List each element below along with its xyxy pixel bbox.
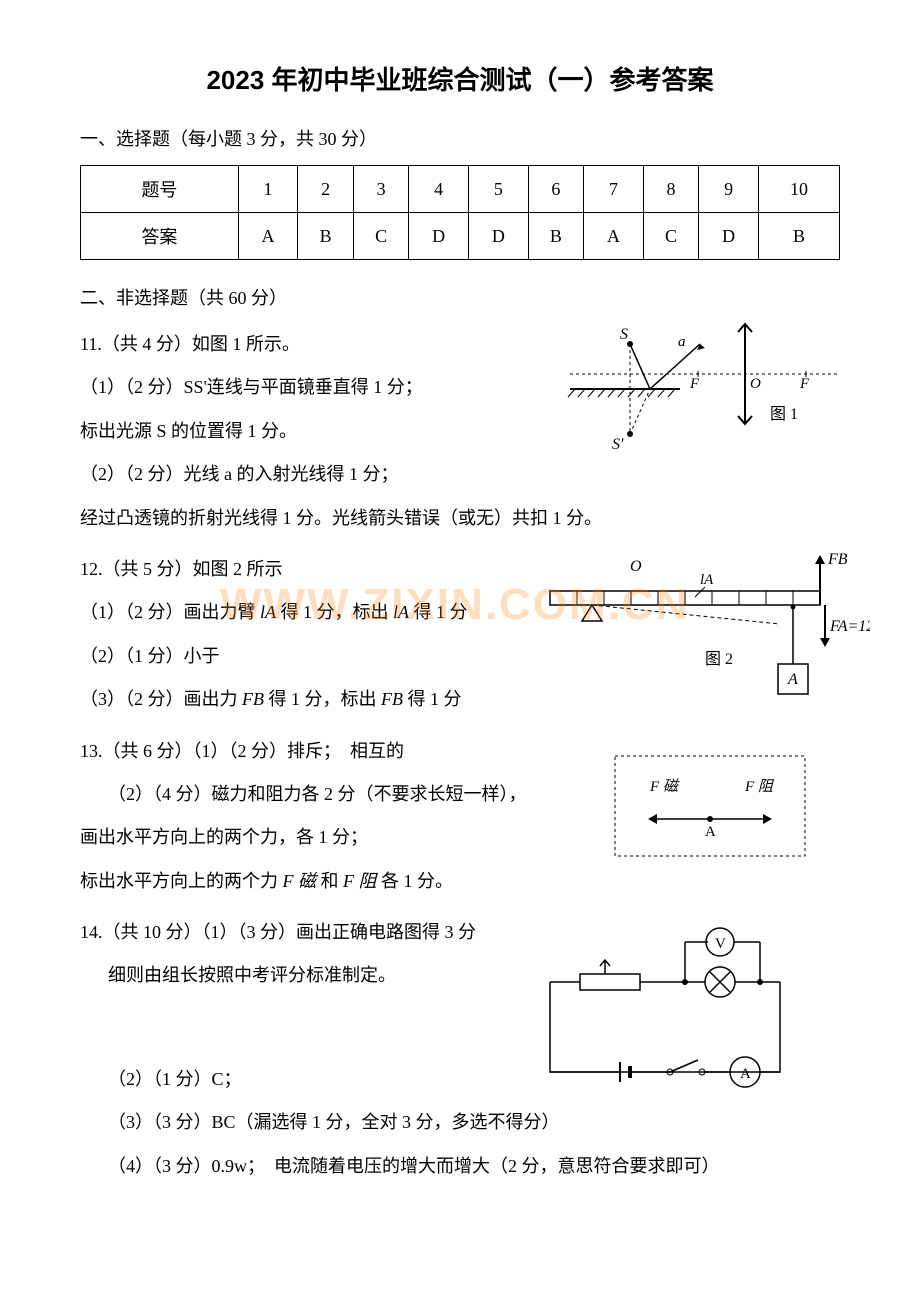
- q13-p1: （2）（4 分）磁力和阻力各 2 分（不要求长短一样），: [80, 774, 570, 815]
- answer-table-row: 答案 A B C D D B A C D B: [81, 213, 840, 260]
- row-label: 答案: [81, 213, 239, 260]
- label-A: A: [787, 671, 798, 688]
- figure-2: O lA FB A FA=12N 图 2: [530, 549, 870, 714]
- q13-p2: 画出水平方向上的两个力，各 1 分；: [80, 817, 570, 858]
- label-S: S: [620, 326, 628, 343]
- label-Fmag: F 磁: [649, 778, 680, 795]
- col-9: 9: [699, 166, 759, 213]
- col-6: 6: [528, 166, 583, 213]
- ans-7: A: [584, 213, 644, 260]
- q11-p2: 标出光源 S 的位置得 1 分。: [80, 411, 510, 452]
- label-Amp: A: [740, 1066, 751, 1082]
- q13-head: 13.（共 6 分）（1）（2 分）排斥； 相互的: [80, 731, 570, 772]
- q14-p2: （2）（1 分）C；: [80, 1059, 510, 1100]
- label-A: A: [705, 824, 716, 840]
- figure-4-svg: V A: [520, 902, 820, 1092]
- q12-p1: （1）（2 分）画出力臂 lA 得 1 分，标出 lA 得 1 分: [80, 592, 510, 633]
- q12-p2: （2）（1 分）小于: [80, 636, 510, 677]
- ans-9: D: [699, 213, 759, 260]
- figure-1: S S' a F O F 图 1: [550, 314, 850, 459]
- label-lA: lA: [700, 572, 714, 588]
- figure-3-svg: A F 磁 F 阻: [610, 751, 810, 861]
- col-8: 8: [643, 166, 698, 213]
- q12-head: 12.（共 5 分）如图 2 所示: [80, 549, 510, 590]
- answer-table-header: 题号 1 2 3 4 5 6 7 8 9 10: [81, 166, 840, 213]
- ans-10: B: [758, 213, 839, 260]
- col-10: 10: [758, 166, 839, 213]
- q12-p3: （3）（2 分）画出力 FB 得 1 分，标出 FB 得 1 分: [80, 679, 510, 720]
- q13-block: 13.（共 6 分）（1）（2 分）排斥； 相互的 （2）（4 分）磁力和阻力各…: [80, 731, 840, 903]
- col-2: 2: [298, 166, 353, 213]
- figure-2-label: 图 2: [705, 651, 733, 668]
- col-3: 3: [353, 166, 408, 213]
- q13-p3: 标出水平方向上的两个力 F 磁 和 F 阻 各 1 分。: [80, 861, 570, 902]
- section2-heading: 二、非选择题（共 60 分）: [80, 284, 840, 310]
- ans-5: D: [468, 213, 528, 260]
- label-F2: F: [799, 376, 810, 392]
- page-title: 2023 年初中毕业班综合测试（一）参考答案: [80, 60, 840, 97]
- label-FA: FA=12N: [829, 618, 870, 635]
- label-F1: F: [689, 376, 700, 392]
- answer-table: 题号 1 2 3 4 5 6 7 8 9 10 答案 A B C D D B A…: [80, 165, 840, 260]
- q11-p3: （2）（2 分）光线 a 的入射光线得 1 分；: [80, 454, 510, 495]
- q11-block: 11.（共 4 分）如图 1 所示。 （1）（2 分）SS'连线与平面镜垂直得 …: [80, 324, 840, 496]
- ans-4: D: [409, 213, 469, 260]
- q14-p4: （4）（3 分）0.9w； 电流随着电压的增大而增大（2 分，意思符合要求即可）: [80, 1146, 840, 1187]
- figure-2-svg: O lA FB A FA=12N 图 2: [530, 549, 870, 709]
- col-header-label: 题号: [81, 166, 239, 213]
- label-V: V: [715, 936, 726, 952]
- label-O: O: [750, 376, 761, 392]
- q14-head: 14.（共 10 分）（1）（3 分）画出正确电路图得 3 分: [80, 912, 510, 953]
- q11-p1: （1）（2 分）SS'连线与平面镜垂直得 1 分；: [80, 367, 510, 408]
- label-Fres: F 阻: [744, 778, 775, 795]
- q12-block: 12.（共 5 分）如图 2 所示 （1）（2 分）画出力臂 lA 得 1 分，…: [80, 549, 840, 721]
- label-a: a: [678, 334, 686, 350]
- figure-1-label: 图 1: [770, 406, 798, 423]
- figure-1-svg: S S' a F O F 图 1: [550, 314, 850, 454]
- q14-block: 14.（共 10 分）（1）（3 分）画出正确电路图得 3 分 细则由组长按照中…: [80, 912, 840, 1100]
- q11-p4: 经过凸透镜的折射光线得 1 分。光线箭头错误（或无）共扣 1 分。: [80, 498, 840, 539]
- ans-6: B: [528, 213, 583, 260]
- col-7: 7: [584, 166, 644, 213]
- col-4: 4: [409, 166, 469, 213]
- ans-1: A: [238, 213, 298, 260]
- ans-8: C: [643, 213, 698, 260]
- col-5: 5: [468, 166, 528, 213]
- figure-4: V A: [520, 902, 820, 1097]
- q11-head: 11.（共 4 分）如图 1 所示。: [80, 324, 510, 365]
- q14-p1: 细则由组长按照中考评分标准制定。: [80, 955, 510, 996]
- q14-p3: （3）（3 分）BC（漏选得 1 分，全对 3 分，多选不得分）: [80, 1102, 840, 1143]
- figure-3: A F 磁 F 阻: [610, 751, 810, 866]
- col-1: 1: [238, 166, 298, 213]
- label-O: O: [630, 558, 642, 575]
- ans-2: B: [298, 213, 353, 260]
- ans-3: C: [353, 213, 408, 260]
- label-FB: FB: [827, 551, 848, 568]
- label-Sprime: S': [612, 436, 624, 453]
- section1-heading: 一、选择题（每小题 3 分，共 30 分）: [80, 125, 840, 151]
